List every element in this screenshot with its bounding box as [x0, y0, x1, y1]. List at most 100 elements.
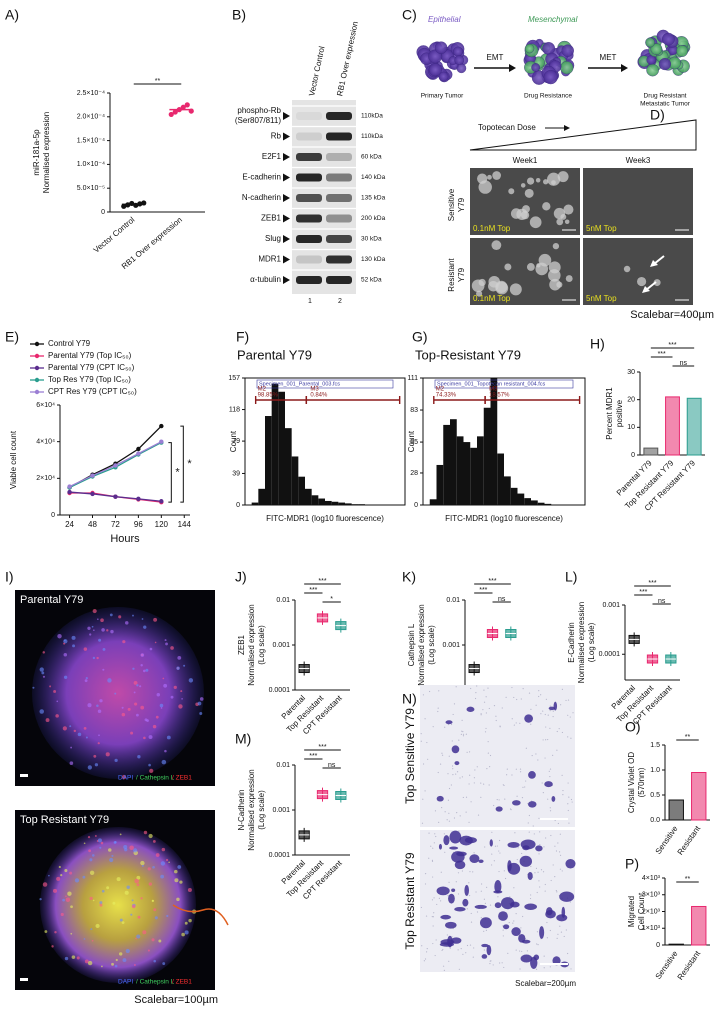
speckle [114, 964, 118, 968]
speckle [56, 876, 61, 881]
speckle [140, 897, 143, 900]
series-point [159, 423, 164, 429]
y-tick-label: 5.0×10⁻⁵ [77, 185, 105, 192]
membrane-pore [527, 822, 529, 824]
membrane-pore [485, 696, 487, 698]
significance-bracket [180, 425, 184, 503]
row-pointer [283, 194, 290, 202]
data-point [121, 203, 127, 209]
membrane-pore [459, 815, 461, 817]
speckle [166, 735, 171, 740]
migrated-cell [533, 954, 540, 961]
membrane-pore [546, 937, 548, 939]
chart-title: Top-Resistant Y79 [415, 347, 521, 362]
gate-name: M2 [258, 387, 267, 393]
membrane-pore [474, 769, 476, 771]
x-tick-label: 24 [65, 520, 74, 529]
membrane-pore [444, 851, 446, 853]
y-axis-label: N-Cadherin [237, 790, 246, 831]
row-pointer [283, 214, 290, 223]
row-label: Top Sensitive Y79 [403, 708, 417, 804]
histogram-bar [524, 498, 531, 505]
membrane-pore [465, 811, 467, 813]
membrane-pore [438, 897, 440, 899]
membrane-pore [493, 804, 495, 807]
speckle [173, 685, 177, 690]
speckle [162, 962, 166, 965]
speckle [96, 656, 99, 660]
y-tick-label: 1×10³ [642, 925, 661, 932]
membrane-pore [450, 784, 452, 786]
box [316, 787, 329, 802]
membrane-pore [511, 718, 513, 720]
speckle [101, 889, 105, 893]
size-label: 200 kDa [361, 215, 386, 222]
micrograph [470, 238, 580, 305]
membrane-pore [539, 886, 541, 888]
speckle [197, 701, 202, 706]
speckle [119, 918, 123, 922]
membrane-pore [458, 739, 460, 741]
membrane-pore [503, 966, 505, 969]
migrated-cell [556, 914, 568, 922]
membrane-pore [548, 770, 550, 772]
speckle [152, 724, 157, 729]
speckle [44, 930, 48, 933]
cell-cluster [623, 265, 631, 273]
membrane-pore [552, 864, 554, 866]
speckle [130, 731, 134, 735]
cell [560, 61, 574, 75]
membrane-pore [432, 942, 434, 945]
speckle [60, 912, 64, 917]
migrated-cell [438, 843, 442, 850]
migrated-cell [553, 701, 558, 711]
cell-cluster [543, 179, 549, 185]
membrane-pore [570, 798, 573, 801]
speckle [109, 613, 113, 617]
migrated-cell [539, 926, 545, 939]
membrane-pore [431, 859, 434, 861]
membrane-pore [506, 768, 508, 770]
migrated-cell [535, 845, 543, 852]
specimen-box [256, 379, 394, 389]
membrane-pore [457, 872, 460, 874]
cell-cluster [492, 171, 501, 180]
membrane-pore [556, 749, 558, 751]
y-tick-label: 20 [627, 397, 635, 404]
cell-cluster [547, 172, 561, 186]
speckle [199, 712, 203, 716]
histogram-bar [463, 442, 471, 505]
y-axis-label: (Log scale) [257, 790, 266, 830]
membrane-pore [447, 895, 449, 897]
membrane-pore [521, 852, 523, 855]
membrane-pore [499, 962, 501, 964]
histogram-bar [251, 502, 259, 505]
membrane-pore [521, 950, 523, 953]
y-axis-label: Cathepsin L [407, 623, 416, 666]
speckle [148, 763, 151, 767]
membrane-pore [452, 768, 454, 770]
migrated-cell [548, 706, 556, 711]
cell-cluster [529, 216, 542, 229]
bar [668, 943, 684, 946]
dose-label: 5nM Top [586, 294, 617, 303]
histogram-bar [477, 436, 484, 505]
speckle [177, 655, 182, 660]
data-point [133, 202, 139, 208]
membrane-pore [437, 771, 439, 774]
speckle [133, 680, 138, 685]
membrane-pore [470, 801, 472, 803]
speckle [41, 671, 45, 675]
blot-band [296, 112, 322, 120]
speckle [65, 895, 67, 898]
y-axis-label: Percent MDR1 [605, 387, 614, 440]
blot-band [296, 276, 322, 284]
membrane-pore [520, 698, 522, 700]
histogram-bar [456, 436, 464, 505]
membrane-pore [505, 696, 507, 699]
membrane-pore [446, 819, 448, 821]
data-point [188, 108, 194, 114]
membrane-pore [448, 881, 450, 883]
speckle [82, 875, 86, 879]
speckle [70, 905, 73, 909]
